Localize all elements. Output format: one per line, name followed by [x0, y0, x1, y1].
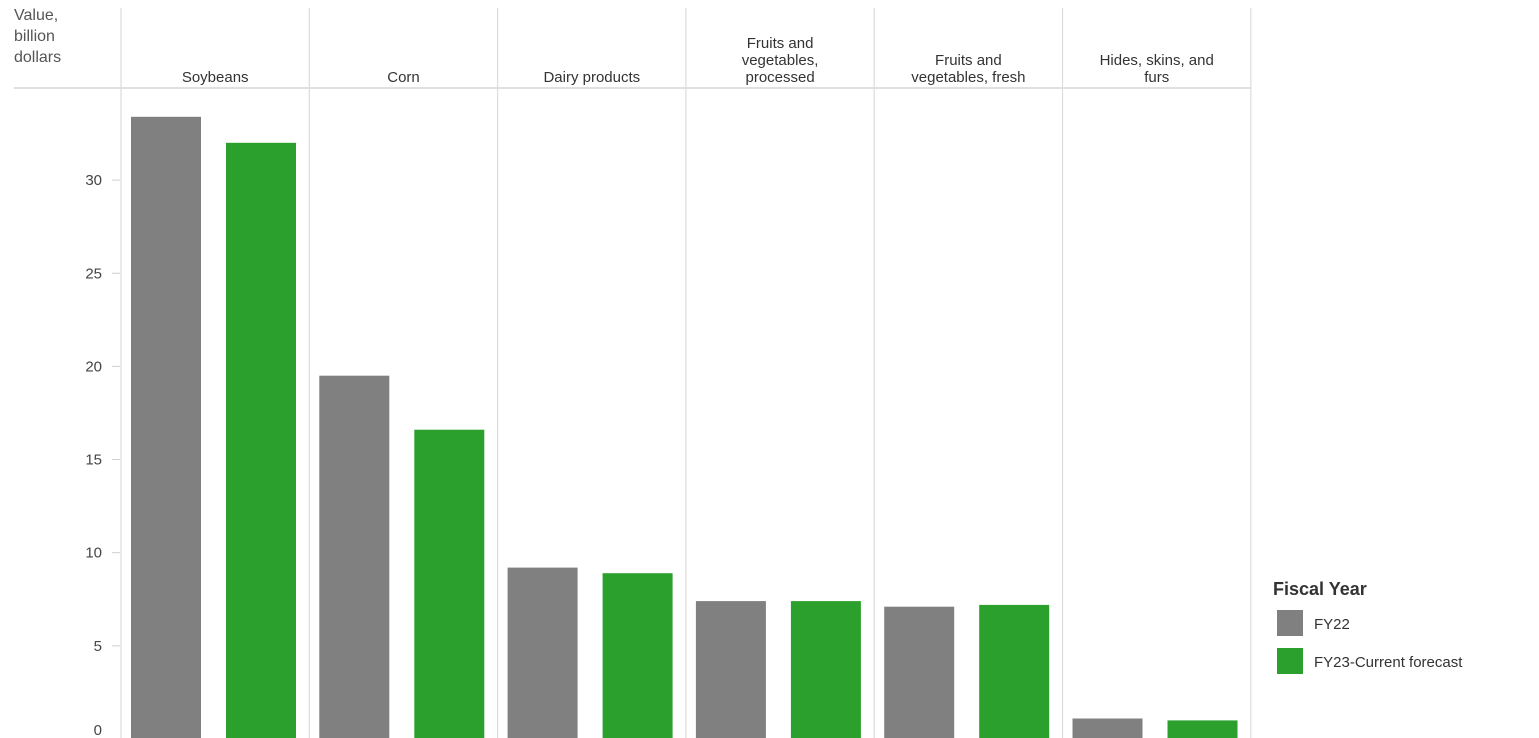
y-tick-label: 0 — [94, 722, 102, 738]
y-axis-label-line: Value, — [14, 7, 58, 24]
y-tick-label: 15 — [85, 452, 102, 469]
y-axis-ticks: 0 5 10 15 20 25 30 — [85, 172, 120, 738]
legend: Fiscal Year FY22 FY23-Current forecast — [1273, 579, 1463, 674]
category-label: Fruits and — [935, 52, 1002, 69]
bar-fy22 — [1072, 718, 1143, 738]
y-tick-label: 5 — [94, 638, 102, 655]
legend-title: Fiscal Year — [1273, 579, 1367, 599]
bar-fy22 — [131, 116, 201, 738]
bar-fy22 — [695, 601, 766, 738]
category-label: furs — [1144, 69, 1169, 86]
category-label: processed — [745, 69, 814, 86]
y-axis-label-line: dollars — [14, 49, 61, 66]
y-axis-label-line: billion — [14, 28, 55, 45]
bar-fy23-current-forecast — [602, 573, 673, 738]
legend-label: FY22 — [1314, 616, 1350, 633]
category-label: vegetables, — [742, 52, 819, 69]
legend-swatch — [1277, 648, 1303, 674]
bar-fy23-current-forecast — [226, 142, 296, 738]
bar-fy22 — [884, 606, 955, 738]
category-panels — [14, 8, 1252, 738]
bar-fy23-current-forecast — [790, 601, 861, 738]
bar-fy23-current-forecast — [414, 429, 485, 738]
category-label: Soybeans — [182, 69, 249, 86]
category-label: vegetables, fresh — [911, 69, 1025, 86]
legend-label: FY23-Current forecast — [1314, 654, 1463, 671]
category-label: Hides, skins, and — [1100, 52, 1214, 69]
y-tick-label: 30 — [85, 172, 102, 189]
legend-swatch — [1277, 610, 1303, 636]
category-label: Dairy products — [543, 69, 640, 86]
category-label: Corn — [387, 69, 420, 86]
y-tick-label: 10 — [85, 545, 102, 562]
bar-fy23-current-forecast — [979, 604, 1050, 738]
y-tick-label: 25 — [85, 265, 102, 282]
bars — [131, 116, 1238, 738]
bar-fy23-current-forecast — [1167, 720, 1238, 738]
y-axis-label: Value, billion dollars — [14, 7, 61, 66]
bar-fy22 — [319, 375, 390, 738]
category-label: Fruits and — [747, 35, 814, 52]
bar-fy22 — [507, 567, 578, 738]
y-tick-label: 20 — [85, 358, 102, 375]
